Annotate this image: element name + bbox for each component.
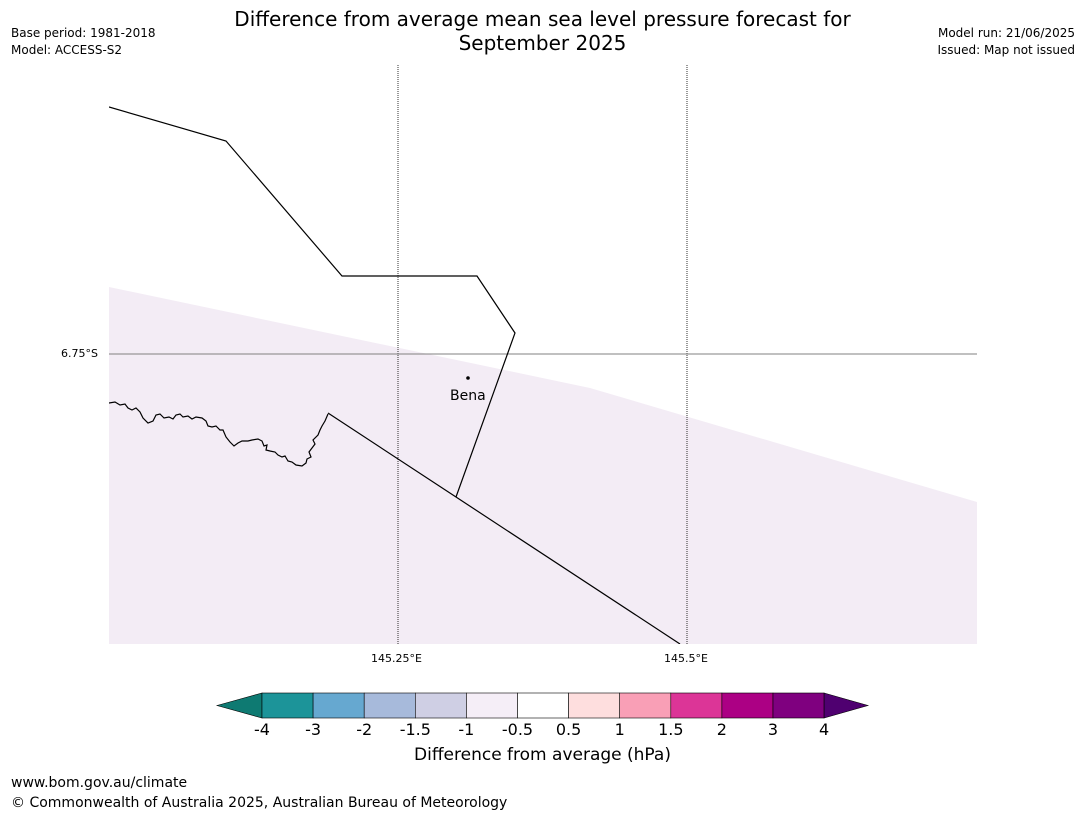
colorbar-tick: 3 — [767, 720, 779, 739]
colorbar-bin — [772, 692, 825, 719]
footer-url: www.bom.gov.au/climate — [11, 775, 188, 791]
colorbar-label: Difference from average (hPa) — [414, 745, 671, 765]
title-line-1: Difference from average mean sea level p… — [234, 7, 851, 31]
colorbar-extend-high — [823, 692, 870, 719]
colorbar-bin — [414, 692, 467, 719]
lat-label: 6.75°S — [61, 347, 98, 360]
lon-label-145-5: 145.5°E — [664, 652, 708, 665]
colorbar-tick: 4 — [819, 720, 830, 739]
colorbar-tick: -4 — [254, 720, 270, 739]
issued-text: Issued: Map not issued — [937, 43, 1075, 57]
colorbar-extend-low — [215, 692, 263, 719]
colorbar-bin — [670, 692, 723, 719]
lon-label-145-25: 145.25°E — [371, 652, 422, 665]
colorbar-tick: 0.5 — [555, 720, 582, 739]
anomaly-shading — [109, 287, 977, 644]
model-run-text: Model run: 21/06/2025 — [937, 26, 1075, 40]
colorbar-tick: -2 — [356, 720, 373, 739]
map-title: Difference from average mean sea level p… — [150, 7, 935, 55]
colorbar-tick: -3 — [305, 720, 322, 739]
title-line-2: September 2025 — [458, 31, 627, 55]
place-label-bena: Bena — [450, 388, 486, 404]
colorbar-bin — [568, 692, 620, 719]
footer-copyright: © Commonwealth of Australia 2025, Austra… — [11, 795, 508, 811]
colorbar-tick: 2 — [716, 720, 727, 739]
colorbar-tick: -1.5 — [399, 720, 431, 739]
base-period-text: Base period: 1981-2018 — [11, 26, 156, 40]
bena-marker — [466, 376, 470, 380]
colorbar-bin — [466, 692, 518, 719]
province-boundary — [109, 106, 516, 498]
colorbar-bin — [363, 692, 416, 719]
province-boundary-south — [327, 412, 681, 644]
colorbar-bin — [619, 692, 672, 719]
coastline — [109, 401, 329, 467]
colorbar-tick: -1 — [458, 720, 475, 739]
colorbar-bin — [261, 692, 314, 719]
colorbar-tick: 1.5 — [658, 720, 684, 739]
colorbar-tick: 1 — [614, 720, 625, 739]
colorbar-tick: -0.5 — [501, 720, 534, 739]
model-text: Model: ACCESS-S2 — [11, 43, 123, 57]
colorbar-bin — [312, 692, 365, 719]
colorbar-bin — [517, 692, 569, 719]
colorbar-bin — [721, 692, 774, 719]
